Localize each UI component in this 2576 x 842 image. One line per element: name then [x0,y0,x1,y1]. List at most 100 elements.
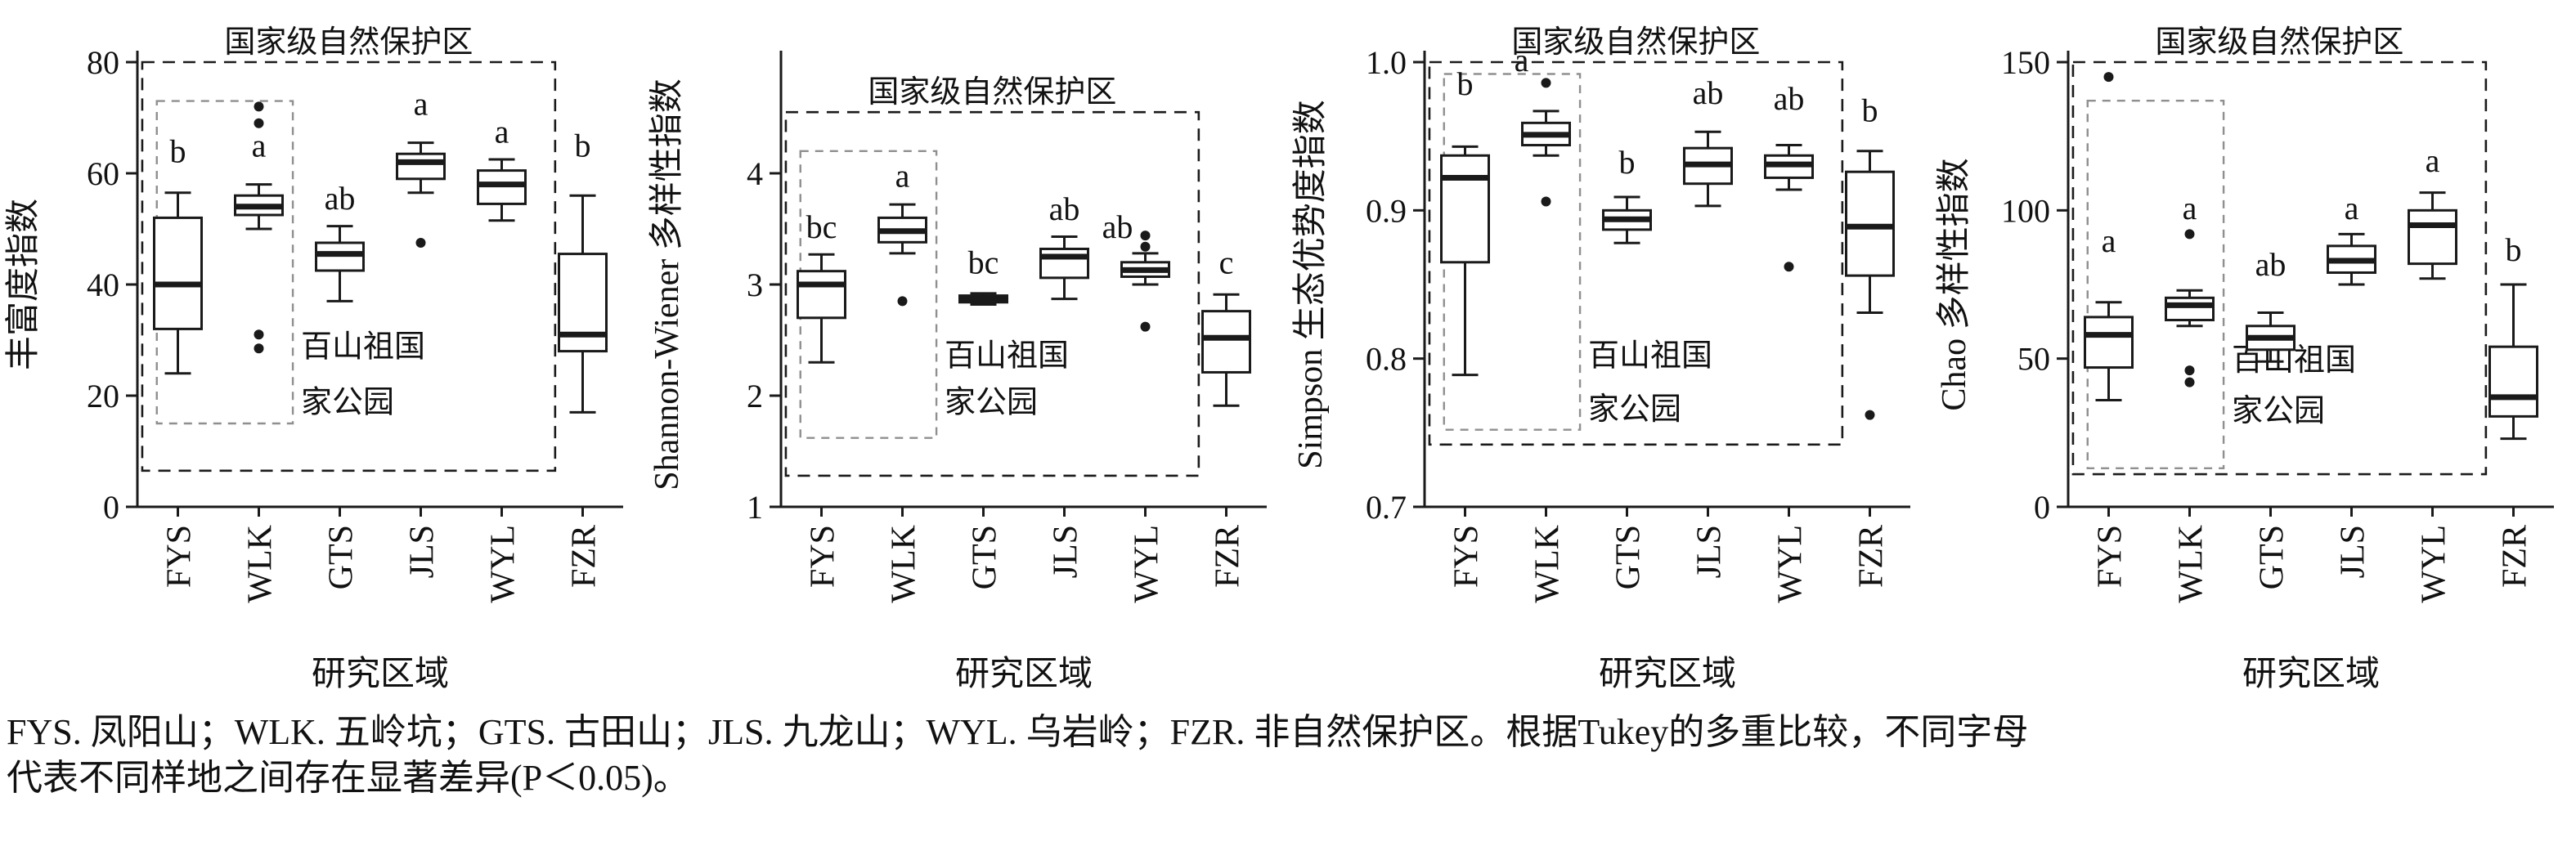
outlier-dot-WYL [1140,241,1151,252]
y-tick-label: 1.0 [1366,44,1407,81]
outlier-dot-WYL [1784,262,1794,272]
y-tick-label: 100 [2001,192,2050,229]
outlier-dot-WLK [2184,377,2195,387]
box-FZR [1845,170,1895,277]
caption-line-1: FYS. 凤阳山；WLK. 五岭坑；GTS. 古田山；JLS. 九龙山；WYL.… [7,712,2029,752]
y-axis-title: Shannon-Wiener 多样性指数 [648,78,686,490]
outlier-dot-WLK [254,343,264,354]
figure-caption: FYS. 凤阳山；WLK. 五岭坑；GTS. 古田山；JLS. 九龙山；WYL.… [7,710,2576,802]
y-tick-label: 40 [87,266,119,303]
national-park-box-label-line2: 家公园 [2232,394,2325,428]
category-label-FYS: FYS [161,525,199,588]
national-park-dashed-box [2086,99,2225,470]
y-axis-title: Chao 多样性指数 [1936,158,1973,410]
y-tick-label: 80 [87,44,119,81]
y-axis-title: Simpson 生态优势度指数 [1292,100,1330,469]
category-label-JLS: JLS [2335,525,2372,578]
category-label-FYS: FYS [2092,525,2129,588]
category-label-GTS: GTS [323,525,361,589]
significance-letter-WYL: a [2426,142,2440,179]
category-label-WLK: WLK [2173,525,2210,603]
significance-letter-GTS: ab [325,180,356,217]
y-tick-label: 0.7 [1366,489,1407,526]
category-label-JLS: JLS [1691,525,1729,578]
category-label-FZR: FZR [1209,525,1247,588]
category-label-WYL: WYL [485,525,523,603]
outlier-dot-WLK [254,118,264,128]
category-label-FZR: FZR [566,525,604,588]
significance-letter-JLS: ab [1049,190,1080,227]
y-tick-label: 20 [87,378,119,414]
significance-letter-JLS: a [414,86,429,123]
significance-letter-GTS: ab [2255,246,2287,283]
national-park-dashed-box [799,150,938,439]
significance-letter-WLK: a [2183,190,2197,226]
significance-letter-WYL: ab [1774,80,1805,117]
outlier-dot-FZR [1865,410,1875,420]
boxplot-panels: 国家级自然保护区 百山祖国 家公园 0 20 40 60 80 丰富度指数 研究区域 FYS WLK G… [4,25,2554,693]
box-FZR [1201,310,1251,374]
category-label-FZR: FZR [2497,525,2534,588]
significance-letter-FYS: a [2102,222,2116,259]
x-axis-title: 研究区域 [955,655,1093,693]
significance-letter-FYS: b [170,132,186,169]
y-tick-label: 0 [2034,489,2050,526]
national-park-box-label-line1: 百山祖国 [945,338,1069,373]
significance-letter-WLK: a [1515,42,1529,78]
category-label-JLS: JLS [1048,525,1085,578]
national-park-box-label-line2: 家公园 [1588,392,1681,427]
category-label-GTS: GTS [2254,525,2291,589]
significance-letter-FZR: b [1862,92,1878,129]
category-label-FZR: FZR [1853,525,1891,588]
national-reserve-dashed-box [2071,60,2488,476]
outlier-dot-WLK [254,329,264,340]
y-tick-label: 0 [103,489,119,526]
significance-letter-WYL: a [495,114,509,150]
national-park-box-label-line1: 百山祖国 [301,329,425,364]
significance-letter-WLK: a [895,157,910,194]
box-FYS [1440,154,1490,264]
category-label-FYS: FYS [805,525,842,588]
national-park-box-label-line1: 百山祖国 [1588,339,1712,374]
box-WLK [2165,296,2215,322]
significance-letter-JLS: ab [1693,74,1724,111]
x-axis-title: 研究区域 [2242,655,2380,693]
caption-line-2: 代表不同样地之间存在显著差异(P＜0.05)。 [7,758,689,799]
outlier-dot-WYL [1140,321,1151,332]
x-axis-title: 研究区域 [1599,655,1736,693]
box-FZR [2488,345,2538,418]
y-tick-label: 60 [87,155,119,192]
significance-letter-FZR: c [1219,244,1234,280]
outlier-dot-WLK [897,296,908,307]
y-axis-title: 丰富度指数 [4,199,43,370]
significance-letter-WLK: a [252,128,267,164]
y-tick-label: 50 [2017,341,2050,378]
y-tick-label: 2 [747,378,763,414]
y-tick-label: 0.8 [1366,341,1407,378]
outlier-dot-WLK [1541,78,1551,88]
y-tick-label: 150 [2001,44,2050,81]
national-reserve-dashed-box [1428,60,1844,446]
category-label-GTS: GTS [1610,525,1648,589]
box-JLS [1039,247,1089,280]
category-label-JLS: JLS [404,525,442,578]
significance-letter-WYL: ab [1102,208,1133,245]
box-FYS [797,270,846,320]
national-park-box-label-line2: 家公园 [301,385,394,419]
significance-letter-JLS: a [2345,190,2359,226]
category-label-WYL: WYL [1129,525,1166,603]
x-axis-title: 研究区域 [312,655,449,693]
category-label-WLK: WLK [1529,525,1567,603]
outlier-dot-JLS [415,238,426,248]
y-tick-label: 3 [747,266,763,303]
national-park-box-label-line2: 家公园 [945,385,1038,419]
significance-letter-FYS: b [1457,65,1474,102]
significance-letter-FYS: bc [806,208,837,245]
national-reserve-dashed-box [141,60,557,473]
significance-letter-GTS: b [1619,144,1636,181]
national-reserve-box-label: 国家级自然保护区 [868,75,1116,110]
